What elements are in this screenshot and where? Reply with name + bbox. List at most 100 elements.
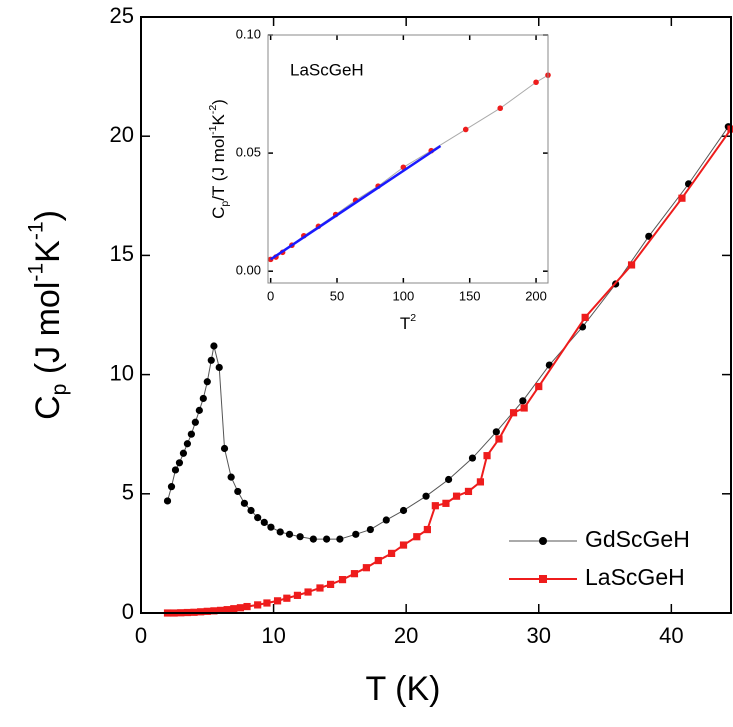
y-tick-label: 25 — [110, 3, 134, 28]
marker — [431, 502, 439, 510]
legend-label: GdScGeH — [585, 526, 690, 552]
marker — [442, 499, 450, 507]
y-axis-label-part: K — [29, 240, 67, 263]
marker — [678, 194, 686, 202]
marker — [483, 452, 491, 460]
marker — [413, 533, 421, 541]
marker — [293, 591, 302, 599]
marker — [203, 378, 211, 386]
marker — [247, 506, 255, 515]
marker — [171, 466, 180, 474]
marker — [581, 313, 589, 321]
y-axis-label-part: ) — [29, 210, 67, 221]
marker — [175, 459, 184, 467]
marker — [199, 394, 207, 403]
y-axis-label-part: -1 — [24, 263, 47, 282]
legend-marker — [539, 575, 547, 583]
y-axis-label-part: (J mol — [29, 282, 67, 384]
y-axis-label: Cp/T (J mol-1K-2) — [207, 99, 231, 219]
marker — [276, 528, 284, 536]
marker — [382, 516, 390, 524]
x-tick-label: 20 — [394, 623, 418, 648]
marker — [533, 79, 539, 86]
y-axis-label-part: -1 — [24, 221, 47, 240]
marker — [520, 404, 528, 412]
x-tick-label: 10 — [261, 623, 285, 648]
series-line — [269, 144, 442, 261]
marker — [452, 492, 461, 500]
marker — [210, 342, 218, 350]
x-tick-label: 0 — [135, 623, 147, 648]
marker — [263, 599, 271, 607]
plot-frame — [140, 16, 732, 614]
x-tick-label: 50 — [330, 289, 344, 304]
x-axis-label: T (K) — [366, 670, 441, 708]
marker — [476, 478, 485, 486]
marker — [254, 601, 262, 609]
marker — [350, 570, 359, 578]
marker — [254, 514, 262, 522]
x-tick-label: 200 — [525, 289, 547, 304]
marker — [183, 440, 192, 448]
plot-frame — [267, 34, 549, 284]
marker — [191, 418, 199, 426]
x-tick-label: 150 — [459, 289, 481, 304]
marker — [220, 444, 229, 453]
y-tick-label: 0.05 — [236, 145, 261, 160]
marker — [283, 594, 291, 602]
marker — [234, 487, 242, 496]
marker — [462, 126, 469, 133]
y-tick-label: 20 — [110, 122, 134, 147]
marker — [444, 475, 453, 484]
x-axis-label-part: 2 — [410, 312, 416, 324]
y-axis-label: Cp (J mol-1K-1) — [24, 210, 71, 420]
marker — [352, 530, 360, 538]
marker — [203, 607, 211, 615]
marker — [296, 533, 304, 541]
marker — [627, 261, 636, 269]
marker — [468, 454, 477, 462]
marker — [535, 382, 543, 391]
marker — [230, 605, 238, 613]
marker — [223, 606, 231, 614]
y-axis-label-part: -1 — [207, 125, 219, 135]
marker — [227, 473, 235, 481]
marker — [362, 564, 370, 572]
y-tick-label: 5 — [122, 480, 134, 505]
x-tick-label: 100 — [393, 289, 415, 304]
x-axis-label-part: T — [400, 314, 410, 333]
marker — [495, 435, 503, 443]
marker — [273, 597, 282, 605]
plot-data — [267, 72, 551, 263]
marker — [236, 604, 245, 612]
marker — [323, 535, 331, 543]
y-axis-label-part: p — [48, 384, 71, 396]
y-tick-label: 0.00 — [236, 263, 261, 278]
y-axis-label-part: C — [29, 395, 67, 420]
y-axis-label-part: C — [209, 207, 228, 219]
marker — [210, 607, 218, 615]
marker — [326, 580, 335, 588]
legend-marker — [539, 537, 547, 545]
plot-area — [268, 35, 548, 283]
marker — [163, 497, 172, 505]
marker — [374, 556, 382, 565]
marker — [179, 449, 188, 457]
plot-data — [163, 123, 733, 617]
y-tick-label: 10 — [110, 360, 134, 385]
marker — [366, 525, 374, 534]
marker — [497, 105, 504, 112]
marker — [336, 535, 344, 543]
y-axis-label-part: /T (J mol — [209, 135, 228, 201]
x-tick-label: 0 — [267, 289, 274, 304]
marker — [464, 487, 473, 496]
marker — [215, 363, 223, 372]
y-axis-label-part: -2 — [207, 105, 219, 115]
marker — [260, 518, 268, 527]
y-axis-label-part: ) — [209, 99, 228, 105]
x-tick-label: 40 — [659, 623, 683, 648]
y-axis-label-part: p — [219, 201, 231, 207]
marker — [240, 499, 249, 507]
marker — [509, 409, 518, 417]
